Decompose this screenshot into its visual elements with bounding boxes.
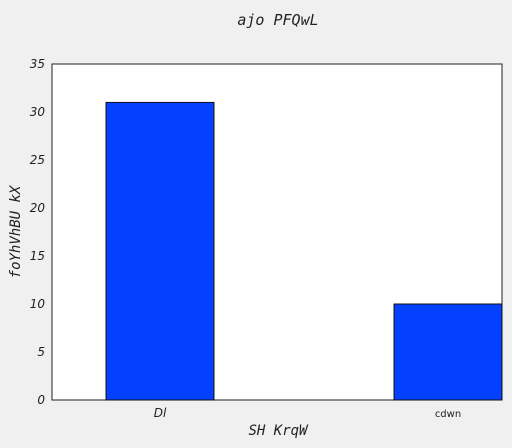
bar-cdwn	[393, 303, 503, 401]
y-tick-label-10: 10	[30, 297, 46, 311]
x-axis-label: SH KrqW	[248, 423, 309, 439]
x-tick-label-cdwn: cdwn	[435, 409, 461, 420]
bars-group	[105, 101, 503, 401]
y-tick-label-20: 20	[30, 201, 46, 215]
x-tick-label-Dl: Dl	[154, 406, 167, 420]
y-tick-label-5: 5	[37, 345, 45, 359]
y-axis-ticks: 0 5 10 15 20 25 30 35	[30, 57, 46, 407]
bar-Dl	[105, 101, 215, 401]
y-axis-label: foYhVhBU kX	[8, 184, 24, 278]
y-tick-label-25: 25	[30, 153, 45, 167]
chart-title: ajo PFQwL	[237, 11, 318, 29]
y-tick-label-0: 0	[37, 393, 45, 407]
y-tick-label-35: 35	[30, 57, 45, 71]
y-tick-label-15: 15	[30, 249, 45, 263]
x-axis-ticks: Dl cdwn	[154, 406, 461, 420]
y-tick-label-30: 30	[30, 105, 46, 119]
